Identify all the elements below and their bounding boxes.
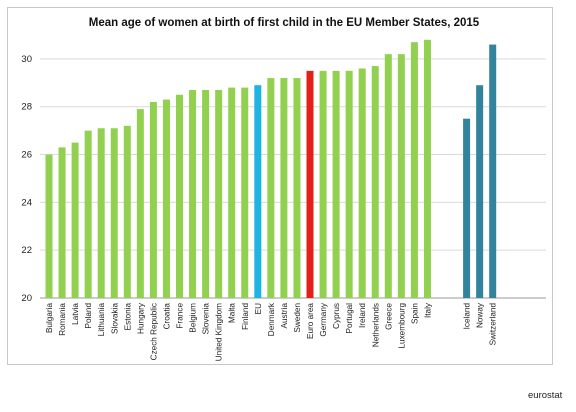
bar — [358, 68, 366, 299]
bar — [176, 94, 183, 298]
x-tick-label: Iceland — [463, 303, 472, 330]
x-tick-label: Malta — [228, 303, 237, 323]
bar — [423, 39, 431, 298]
y-tick-label: 26 — [21, 150, 32, 161]
bar — [71, 142, 79, 298]
x-tick-label: Euro area — [306, 303, 315, 339]
x-tick-label: Germany — [319, 302, 328, 337]
bar — [84, 130, 92, 298]
bar — [476, 85, 484, 298]
x-tick-label: Poland — [84, 303, 93, 329]
x-tick-label: Latvia — [71, 303, 80, 325]
x-tick-label: Estonia — [123, 303, 132, 331]
y-tick-label: 30 — [21, 54, 32, 65]
x-tick-label: Czech Republic — [149, 303, 158, 360]
x-tick-label: Slovenia — [202, 303, 211, 335]
bar — [319, 70, 327, 298]
bar — [149, 101, 157, 298]
x-tick-label: Slovakia — [110, 303, 119, 334]
x-tick-label: Spain — [410, 303, 419, 324]
x-tick-label: EU — [254, 303, 263, 314]
bar — [397, 54, 405, 298]
x-tick-label: Noway — [476, 302, 485, 328]
y-tick-label: 20 — [21, 293, 32, 304]
bars — [45, 39, 497, 299]
x-tick-label: Denmark — [267, 302, 276, 336]
x-tick-label: Belgium — [189, 303, 198, 333]
bar — [254, 85, 262, 298]
chart-frame — [7, 7, 553, 365]
x-tick-label: Sweden — [293, 303, 302, 333]
bar — [228, 87, 236, 298]
x-tick-label: Romania — [58, 303, 67, 336]
bar — [215, 89, 223, 298]
bar — [384, 54, 392, 298]
x-tick-label: Greece — [384, 303, 393, 330]
y-axis: 20 22 24 26 28 30 — [21, 54, 32, 304]
x-tick-label: Italy — [423, 302, 432, 318]
x-tick-label: Lithuania — [97, 303, 106, 337]
bar — [202, 89, 210, 298]
x-axis-labels: Bulgaria Romania Latvia Poland Lithuania Slov… — [45, 302, 498, 361]
x-tick-label: Austria — [280, 303, 289, 329]
x-tick-label: Netherlands — [371, 303, 380, 347]
bar — [241, 87, 249, 298]
bar — [293, 78, 301, 298]
x-tick-label: United Kingdom — [215, 303, 224, 361]
x-tick-label: Finland — [241, 303, 250, 330]
bar — [345, 70, 353, 298]
bar — [306, 70, 314, 298]
x-tick-label: Hungary — [136, 302, 145, 334]
bar — [45, 154, 53, 298]
x-tick-label: Portugal — [345, 303, 354, 334]
bar — [123, 125, 131, 298]
bar — [371, 66, 379, 298]
x-tick-label: Switzerland — [489, 303, 498, 346]
x-tick-label: Bulgaria — [45, 303, 54, 333]
x-tick-label: Ireland — [358, 303, 367, 328]
y-tick-label: 24 — [21, 197, 32, 208]
chart-title: Mean age of women at birth of first chil… — [89, 17, 480, 29]
bar — [267, 78, 275, 298]
x-tick-label: Luxembourg — [397, 303, 406, 349]
bar — [189, 89, 197, 298]
bar — [280, 78, 288, 298]
bar — [489, 44, 497, 299]
x-tick-label: Cyprus — [332, 303, 341, 329]
x-tick-label: Croatia — [162, 303, 171, 330]
bar — [463, 118, 471, 298]
source-label: eurostat — [528, 390, 563, 401]
bar — [410, 42, 418, 298]
bar — [162, 99, 170, 299]
y-tick-label: 28 — [21, 102, 32, 113]
x-tick-label: France — [176, 303, 185, 329]
y-tick-label: 22 — [21, 245, 32, 256]
bar — [332, 70, 340, 298]
bar — [136, 109, 144, 298]
bar — [97, 128, 105, 298]
bar — [58, 147, 66, 298]
bar — [110, 128, 118, 298]
